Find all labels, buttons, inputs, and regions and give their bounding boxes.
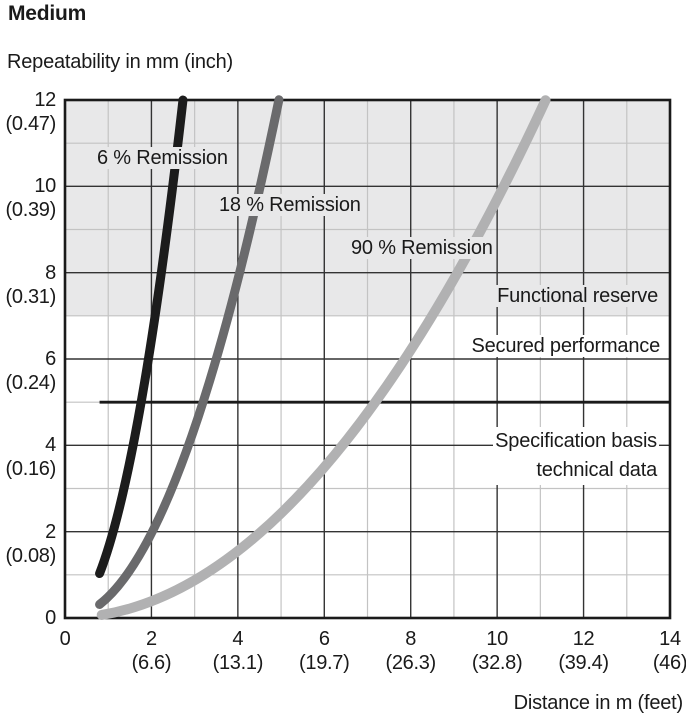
zone-label-functional-reserve: Functional reserve xyxy=(494,285,661,307)
y-axis-unit-label: Repeatability in mm (inch) xyxy=(7,51,233,73)
x-tick-feet-value: (26.3) xyxy=(385,652,436,674)
curve-6-remission xyxy=(95,95,188,579)
y-tick-inch-value: (0.24) xyxy=(5,372,57,394)
x-tick-label: 12 (39.4) xyxy=(539,627,629,675)
x-tick-label: 6 (19.7) xyxy=(279,627,369,675)
x-tick-m-value: 14 xyxy=(659,628,681,650)
y-tick-mm-value: 8 xyxy=(45,261,56,284)
x-tick-feet-value: (32.8) xyxy=(471,652,523,674)
x-tick-label: 8 (26.3) xyxy=(366,627,456,675)
y-tick-mm-value: 0 xyxy=(45,607,56,629)
curve-label-18-remission: 18 % Remission xyxy=(216,194,364,216)
y-tick-inch-value: (0.39) xyxy=(5,199,57,222)
x-tick-feet-value: (19.7) xyxy=(299,652,350,674)
curve-label-90-remission: 90 % Remission xyxy=(348,237,496,259)
zone-label-secured-performance: Secured performance xyxy=(468,335,663,357)
y-tick-inch-value: (0.31) xyxy=(5,285,57,308)
y-tick-mm-value: 6 xyxy=(45,348,56,370)
x-tick-m-value: 8 xyxy=(405,628,417,650)
y-tick-inch-value: (0.08) xyxy=(5,544,57,567)
x-tick-m-value: 10 xyxy=(486,628,508,650)
x-tick-m-value: 6 xyxy=(318,628,330,650)
y-tick-inch-value: (0.16) xyxy=(5,458,57,481)
x-tick-label: 4 (13.1) xyxy=(193,627,283,675)
x-tick-m-value: 2 xyxy=(146,628,157,650)
x-tick-label: 14 (46) xyxy=(625,627,686,675)
y-tick-label: 10 (0.39) xyxy=(0,174,57,222)
y-tick-label: 8 (0.31) xyxy=(0,261,57,309)
y-tick-label: 4 (0.16) xyxy=(0,433,57,481)
spec-basis-line1: Specification basis xyxy=(495,430,657,452)
x-tick-label: 10 (32.8) xyxy=(452,627,542,675)
y-tick-label: 2 (0.08) xyxy=(0,520,57,568)
x-tick-label: 0 xyxy=(20,627,110,651)
x-tick-feet-value: (46) xyxy=(652,652,686,674)
y-tick-inch-value: (0.47) xyxy=(5,113,57,135)
y-tick-mm-value: 2 xyxy=(45,520,56,543)
curve-label-6-remission: 6 % Remission xyxy=(94,147,231,169)
spec-basis-line2: technical data xyxy=(536,459,657,481)
x-tick-m-value: 0 xyxy=(59,628,71,650)
y-tick-mm-value: 10 xyxy=(34,175,56,198)
y-tick-label: 6 (0.24) xyxy=(0,347,57,395)
plot-border xyxy=(63,98,672,620)
x-tick-feet-value: (39.4) xyxy=(558,652,609,674)
y-tick-label: 0 xyxy=(0,606,56,630)
curve-90-remission xyxy=(96,95,551,620)
x-tick-m-value: 4 xyxy=(232,628,244,650)
x-tick-feet-value: (6.6) xyxy=(131,652,172,674)
x-tick-m-value: 12 xyxy=(572,628,595,650)
y-tick-mm-value: 12 xyxy=(34,89,56,111)
x-axis-unit-label: Distance in m (feet) xyxy=(513,692,684,714)
x-tick-feet-value: (13.1) xyxy=(212,652,264,674)
spec-basis-label: Specification basis technical data xyxy=(493,427,659,485)
y-tick-mm-value: 4 xyxy=(45,434,56,457)
y-tick-label: 12 (0.47) xyxy=(0,88,57,136)
x-tick-label: 2 (6.6) xyxy=(106,627,196,675)
chart-title: Medium xyxy=(8,2,87,25)
